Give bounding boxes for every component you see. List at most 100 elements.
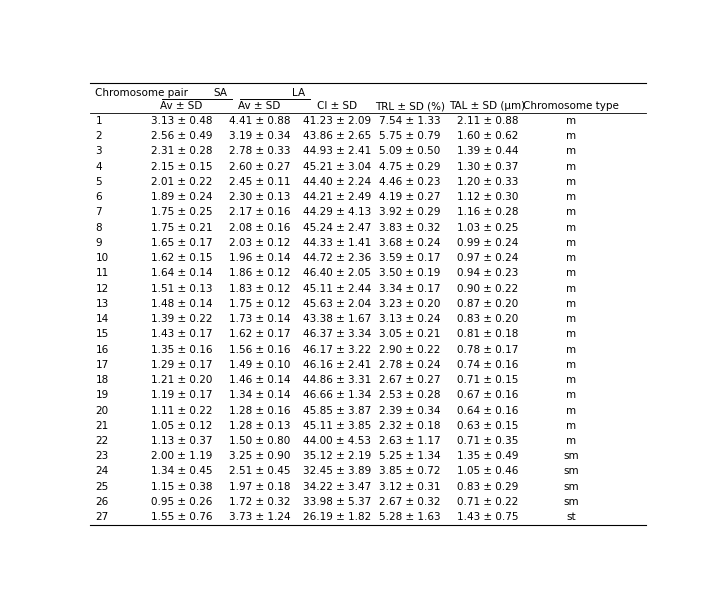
Text: 5.75 ± 0.79: 5.75 ± 0.79 bbox=[379, 131, 440, 141]
Text: 41.23 ± 2.09: 41.23 ± 2.09 bbox=[303, 116, 371, 126]
Text: 2: 2 bbox=[95, 131, 102, 141]
Text: 2.56 ± 0.49: 2.56 ± 0.49 bbox=[151, 131, 213, 141]
Text: 2.45 ± 0.11: 2.45 ± 0.11 bbox=[229, 177, 290, 187]
Text: m: m bbox=[566, 391, 576, 400]
Text: 14: 14 bbox=[95, 314, 108, 324]
Text: sm: sm bbox=[563, 497, 579, 507]
Text: LA: LA bbox=[292, 87, 305, 98]
Text: 3.34 ± 0.17: 3.34 ± 0.17 bbox=[379, 283, 440, 294]
Text: 0.71 ± 0.15: 0.71 ± 0.15 bbox=[457, 375, 518, 385]
Text: 46.40 ± 2.05: 46.40 ± 2.05 bbox=[304, 268, 371, 279]
Text: 1: 1 bbox=[95, 116, 102, 126]
Text: 1.89 ± 0.24: 1.89 ± 0.24 bbox=[151, 192, 213, 202]
Text: 1.73 ± 0.14: 1.73 ± 0.14 bbox=[229, 314, 290, 324]
Text: 1.50 ± 0.80: 1.50 ± 0.80 bbox=[229, 436, 290, 446]
Text: 1.64 ± 0.14: 1.64 ± 0.14 bbox=[151, 268, 213, 279]
Text: m: m bbox=[566, 420, 576, 431]
Text: 1.62 ± 0.17: 1.62 ± 0.17 bbox=[229, 329, 290, 340]
Text: 45.63 ± 2.04: 45.63 ± 2.04 bbox=[303, 299, 371, 309]
Text: 3.05 ± 0.21: 3.05 ± 0.21 bbox=[379, 329, 440, 340]
Text: 1.30 ± 0.37: 1.30 ± 0.37 bbox=[457, 162, 518, 172]
Text: 1.75 ± 0.12: 1.75 ± 0.12 bbox=[229, 299, 290, 309]
Text: Av ± SD: Av ± SD bbox=[238, 101, 281, 111]
Text: st: st bbox=[567, 512, 576, 522]
Text: 2.03 ± 0.12: 2.03 ± 0.12 bbox=[229, 238, 290, 248]
Text: sm: sm bbox=[563, 451, 579, 461]
Text: 13: 13 bbox=[95, 299, 108, 309]
Text: 1.65 ± 0.17: 1.65 ± 0.17 bbox=[151, 238, 213, 248]
Text: 1.28 ± 0.13: 1.28 ± 0.13 bbox=[229, 420, 290, 431]
Text: 2.67 ± 0.32: 2.67 ± 0.32 bbox=[379, 497, 440, 507]
Text: 26.19 ± 1.82: 26.19 ± 1.82 bbox=[303, 512, 371, 522]
Text: 2.31 ± 0.28: 2.31 ± 0.28 bbox=[151, 147, 213, 156]
Text: 46.66 ± 1.34: 46.66 ± 1.34 bbox=[303, 391, 371, 400]
Text: m: m bbox=[566, 299, 576, 309]
Text: m: m bbox=[566, 131, 576, 141]
Text: 0.64 ± 0.16: 0.64 ± 0.16 bbox=[457, 406, 518, 416]
Text: 1.29 ± 0.17: 1.29 ± 0.17 bbox=[151, 360, 213, 370]
Text: 1.05 ± 0.12: 1.05 ± 0.12 bbox=[151, 420, 213, 431]
Text: 1.46 ± 0.14: 1.46 ± 0.14 bbox=[229, 375, 290, 385]
Text: 44.00 ± 4.53: 44.00 ± 4.53 bbox=[304, 436, 371, 446]
Text: 3: 3 bbox=[95, 147, 102, 156]
Text: m: m bbox=[566, 238, 576, 248]
Text: 1.13 ± 0.37: 1.13 ± 0.37 bbox=[151, 436, 213, 446]
Text: 44.29 ± 4.13: 44.29 ± 4.13 bbox=[303, 207, 371, 217]
Text: m: m bbox=[566, 283, 576, 294]
Text: 3.59 ± 0.17: 3.59 ± 0.17 bbox=[379, 253, 440, 263]
Text: 0.71 ± 0.22: 0.71 ± 0.22 bbox=[457, 497, 518, 507]
Text: 0.71 ± 0.35: 0.71 ± 0.35 bbox=[457, 436, 518, 446]
Text: 44.72 ± 2.36: 44.72 ± 2.36 bbox=[303, 253, 371, 263]
Text: 46.16 ± 2.41: 46.16 ± 2.41 bbox=[303, 360, 371, 370]
Text: 4.41 ± 0.88: 4.41 ± 0.88 bbox=[229, 116, 290, 126]
Text: 24: 24 bbox=[95, 467, 108, 476]
Text: 3.92 ± 0.29: 3.92 ± 0.29 bbox=[379, 207, 440, 217]
Text: 21: 21 bbox=[95, 420, 108, 431]
Text: 32.45 ± 3.89: 32.45 ± 3.89 bbox=[303, 467, 371, 476]
Text: 1.56 ± 0.16: 1.56 ± 0.16 bbox=[229, 344, 290, 355]
Text: 44.21 ± 2.49: 44.21 ± 2.49 bbox=[303, 192, 371, 202]
Text: 3.50 ± 0.19: 3.50 ± 0.19 bbox=[379, 268, 440, 279]
Text: 1.35 ± 0.49: 1.35 ± 0.49 bbox=[457, 451, 518, 461]
Text: 2.90 ± 0.22: 2.90 ± 0.22 bbox=[379, 344, 440, 355]
Text: 1.86 ± 0.12: 1.86 ± 0.12 bbox=[229, 268, 290, 279]
Text: m: m bbox=[566, 162, 576, 172]
Text: sm: sm bbox=[563, 482, 579, 492]
Text: 7.54 ± 1.33: 7.54 ± 1.33 bbox=[379, 116, 441, 126]
Text: 1.34 ± 0.14: 1.34 ± 0.14 bbox=[229, 391, 290, 400]
Text: 26: 26 bbox=[95, 497, 108, 507]
Text: 1.72 ± 0.32: 1.72 ± 0.32 bbox=[229, 497, 290, 507]
Text: 2.01 ± 0.22: 2.01 ± 0.22 bbox=[151, 177, 213, 187]
Text: 6: 6 bbox=[95, 192, 102, 202]
Text: m: m bbox=[566, 223, 576, 232]
Text: 3.85 ± 0.72: 3.85 ± 0.72 bbox=[379, 467, 440, 476]
Text: 0.81 ± 0.18: 0.81 ± 0.18 bbox=[457, 329, 518, 340]
Text: 0.87 ± 0.20: 0.87 ± 0.20 bbox=[457, 299, 518, 309]
Text: 3.68 ± 0.24: 3.68 ± 0.24 bbox=[379, 238, 440, 248]
Text: m: m bbox=[566, 344, 576, 355]
Text: 3.19 ± 0.34: 3.19 ± 0.34 bbox=[229, 131, 290, 141]
Text: 12: 12 bbox=[95, 283, 108, 294]
Text: 10: 10 bbox=[95, 253, 108, 263]
Text: 2.17 ± 0.16: 2.17 ± 0.16 bbox=[229, 207, 290, 217]
Text: 1.49 ± 0.10: 1.49 ± 0.10 bbox=[229, 360, 290, 370]
Text: 1.15 ± 0.38: 1.15 ± 0.38 bbox=[151, 482, 213, 492]
Text: 27: 27 bbox=[95, 512, 108, 522]
Text: 1.55 ± 0.76: 1.55 ± 0.76 bbox=[151, 512, 213, 522]
Text: 1.11 ± 0.22: 1.11 ± 0.22 bbox=[151, 406, 213, 416]
Text: 46.37 ± 3.34: 46.37 ± 3.34 bbox=[303, 329, 371, 340]
Text: 25: 25 bbox=[95, 482, 108, 492]
Text: 44.40 ± 2.24: 44.40 ± 2.24 bbox=[303, 177, 371, 187]
Text: m: m bbox=[566, 436, 576, 446]
Text: Chromosome pair: Chromosome pair bbox=[95, 87, 188, 98]
Text: 2.08 ± 0.16: 2.08 ± 0.16 bbox=[229, 223, 290, 232]
Text: 3.25 ± 0.90: 3.25 ± 0.90 bbox=[229, 451, 290, 461]
Text: 1.16 ± 0.28: 1.16 ± 0.28 bbox=[457, 207, 518, 217]
Text: 2.11 ± 0.88: 2.11 ± 0.88 bbox=[457, 116, 518, 126]
Text: 1.43 ± 0.75: 1.43 ± 0.75 bbox=[457, 512, 518, 522]
Text: 2.32 ± 0.18: 2.32 ± 0.18 bbox=[379, 420, 440, 431]
Text: m: m bbox=[566, 207, 576, 217]
Text: 4.46 ± 0.23: 4.46 ± 0.23 bbox=[379, 177, 440, 187]
Text: 46.17 ± 3.22: 46.17 ± 3.22 bbox=[303, 344, 371, 355]
Text: 1.35 ± 0.16: 1.35 ± 0.16 bbox=[151, 344, 213, 355]
